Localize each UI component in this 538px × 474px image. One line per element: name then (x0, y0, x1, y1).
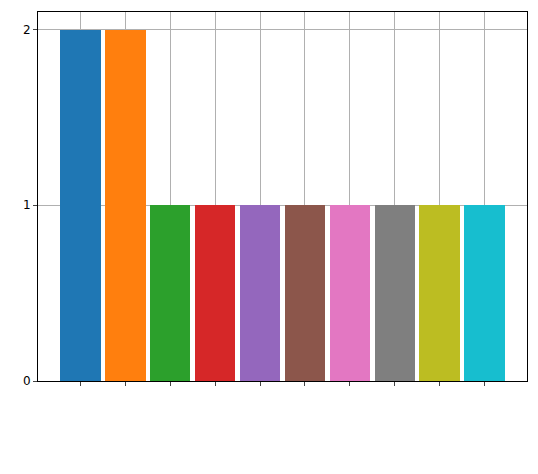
svg-text:2: 2 (23, 23, 31, 37)
svg-text:0: 0 (23, 374, 31, 388)
svg-text:1: 1 (23, 198, 31, 212)
